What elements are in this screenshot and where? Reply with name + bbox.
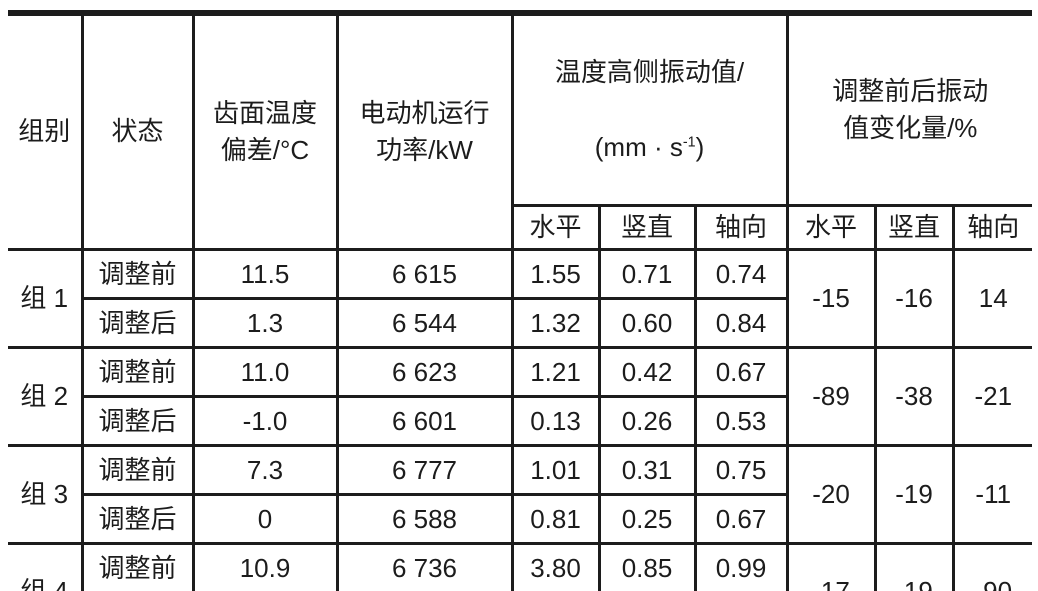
vibration-title: 温度高侧振动值/ <box>554 56 745 87</box>
vib-horizontal-cell: 1.01 <box>510 444 601 497</box>
vib-horizontal-cell: 1.32 <box>510 297 601 350</box>
vib-horizontal-cell: 0.81 <box>510 493 601 546</box>
power-cell: 6 777 <box>335 444 514 497</box>
power-cell: 6 601 <box>335 395 514 448</box>
change-horizontal-cell: -89 <box>785 346 877 448</box>
power-cell: 6 544 <box>335 297 514 350</box>
state-cell: 调整前 <box>80 542 195 591</box>
subheader-horizontal-1: 水平 <box>510 204 601 252</box>
vib-vertical-cell: 0.85 <box>597 542 697 591</box>
subheader-horizontal-2: 水平 <box>785 204 877 252</box>
group-label: 组 3 <box>8 444 84 546</box>
temp-cell: 1.3 <box>191 297 339 350</box>
table-row: 调整后 0 6 588 0.81 0.25 0.67 <box>8 493 1032 546</box>
header-group: 组别 <box>8 11 84 252</box>
vib-axial-cell: 0.67 <box>693 493 789 546</box>
table-row: 组 4 调整前 10.9 6 736 3.80 0.85 0.99 -17 -1… <box>8 542 1033 591</box>
subheader-vertical-2: 竖直 <box>873 204 955 252</box>
superscript-exponent: -1 <box>682 134 696 151</box>
temp-cell: 11.5 <box>191 248 339 301</box>
header-row-sub: 水平 竖直 轴向 水平 竖直 轴向 <box>8 204 1033 252</box>
power-cell: 6 736 <box>335 542 514 591</box>
table-row: 调整后 1.3 6 544 1.32 0.60 0.84 <box>8 297 1032 350</box>
vib-vertical-cell: 0.26 <box>597 395 697 448</box>
temp-cell: 7.3 <box>191 444 339 497</box>
vib-axial-cell: 0.53 <box>693 395 789 448</box>
temp-cell: 10.9 <box>191 542 339 591</box>
header-state: 状态 <box>80 11 195 252</box>
group-label: 组 1 <box>8 248 84 350</box>
change-vertical-cell: -19 <box>873 444 955 546</box>
change-axial-cell: -21 <box>951 346 1033 448</box>
state-cell: 调整前 <box>80 346 195 399</box>
table-row: 组 3 调整前 7.3 6 777 1.01 0.31 0.75 -20 -19… <box>8 444 1033 546</box>
power-cell: 6 623 <box>335 346 514 399</box>
vib-vertical-cell: 0.25 <box>597 493 697 546</box>
vib-axial-cell: 0.99 <box>693 542 789 591</box>
vib-horizontal-cell: 1.55 <box>510 248 601 301</box>
header-change-percent: 调整前后振动 值变化量/% <box>785 11 1033 208</box>
vib-vertical-cell: 0.60 <box>597 297 697 350</box>
vib-axial-cell: 0.84 <box>693 297 789 350</box>
change-horizontal-cell: -20 <box>785 444 877 546</box>
group-label: 组 2 <box>8 346 84 448</box>
change-axial-cell: -90 <box>951 542 1033 591</box>
change-axial-cell: -11 <box>951 444 1033 546</box>
state-cell: 调整后 <box>80 493 195 546</box>
temp-cell: -1.0 <box>191 395 339 448</box>
vib-axial-cell: 0.67 <box>693 346 789 399</box>
header-temp-deviation: 齿面温度 偏差/°C <box>191 11 339 252</box>
subheader-vertical-1: 竖直 <box>597 204 697 252</box>
vib-vertical-cell: 0.42 <box>597 346 697 399</box>
change-vertical-cell: -38 <box>873 346 955 448</box>
change-axial-cell: 14 <box>951 248 1033 350</box>
header-vibration-value: 温度高侧振动值/ (mm · s-1) <box>510 11 789 208</box>
power-cell: 6 615 <box>335 248 514 301</box>
group-label: 组 4 <box>8 542 84 591</box>
vib-vertical-cell: 0.71 <box>597 248 697 301</box>
change-vertical-cell: -19 <box>873 542 955 591</box>
subheader-axial-2: 轴向 <box>951 204 1033 252</box>
header-motor-power: 电动机运行 功率/kW <box>335 11 514 252</box>
change-horizontal-cell: -15 <box>785 248 877 350</box>
vib-horizontal-cell: 3.80 <box>510 542 601 591</box>
vibration-unit: (mm · s-1) <box>594 132 705 163</box>
temp-cell: 11.0 <box>191 346 339 399</box>
temp-cell: 0 <box>191 493 339 546</box>
table-row: 组 1 调整前 11.5 6 615 1.55 0.71 0.74 -15 -1… <box>8 248 1033 350</box>
change-vertical-cell: -16 <box>873 248 955 350</box>
power-cell: 6 588 <box>335 493 514 546</box>
vib-axial-cell: 0.75 <box>693 444 789 497</box>
state-cell: 调整后 <box>80 395 195 448</box>
table-row: 调整后 -1.0 6 601 0.13 0.26 0.53 <box>8 395 1032 448</box>
vib-axial-cell: 0.74 <box>693 248 789 301</box>
state-cell: 调整前 <box>80 444 195 497</box>
state-cell: 调整前 <box>80 248 195 301</box>
data-table: 组别 状态 齿面温度 偏差/°C 电动机运行 功率/kW 温度高侧振动值/ (m… <box>8 10 1033 591</box>
vib-vertical-cell: 0.31 <box>597 444 697 497</box>
vib-horizontal-cell: 1.21 <box>510 346 601 399</box>
change-horizontal-cell: -17 <box>785 542 877 591</box>
header-row-main: 组别 状态 齿面温度 偏差/°C 电动机运行 功率/kW 温度高侧振动值/ (m… <box>8 11 1033 252</box>
state-cell: 调整后 <box>80 297 195 350</box>
vib-horizontal-cell: 0.13 <box>510 395 601 448</box>
subheader-axial-1: 轴向 <box>693 204 789 252</box>
table-row: 组 2 调整前 11.0 6 623 1.21 0.42 0.67 -89 -3… <box>8 346 1033 448</box>
